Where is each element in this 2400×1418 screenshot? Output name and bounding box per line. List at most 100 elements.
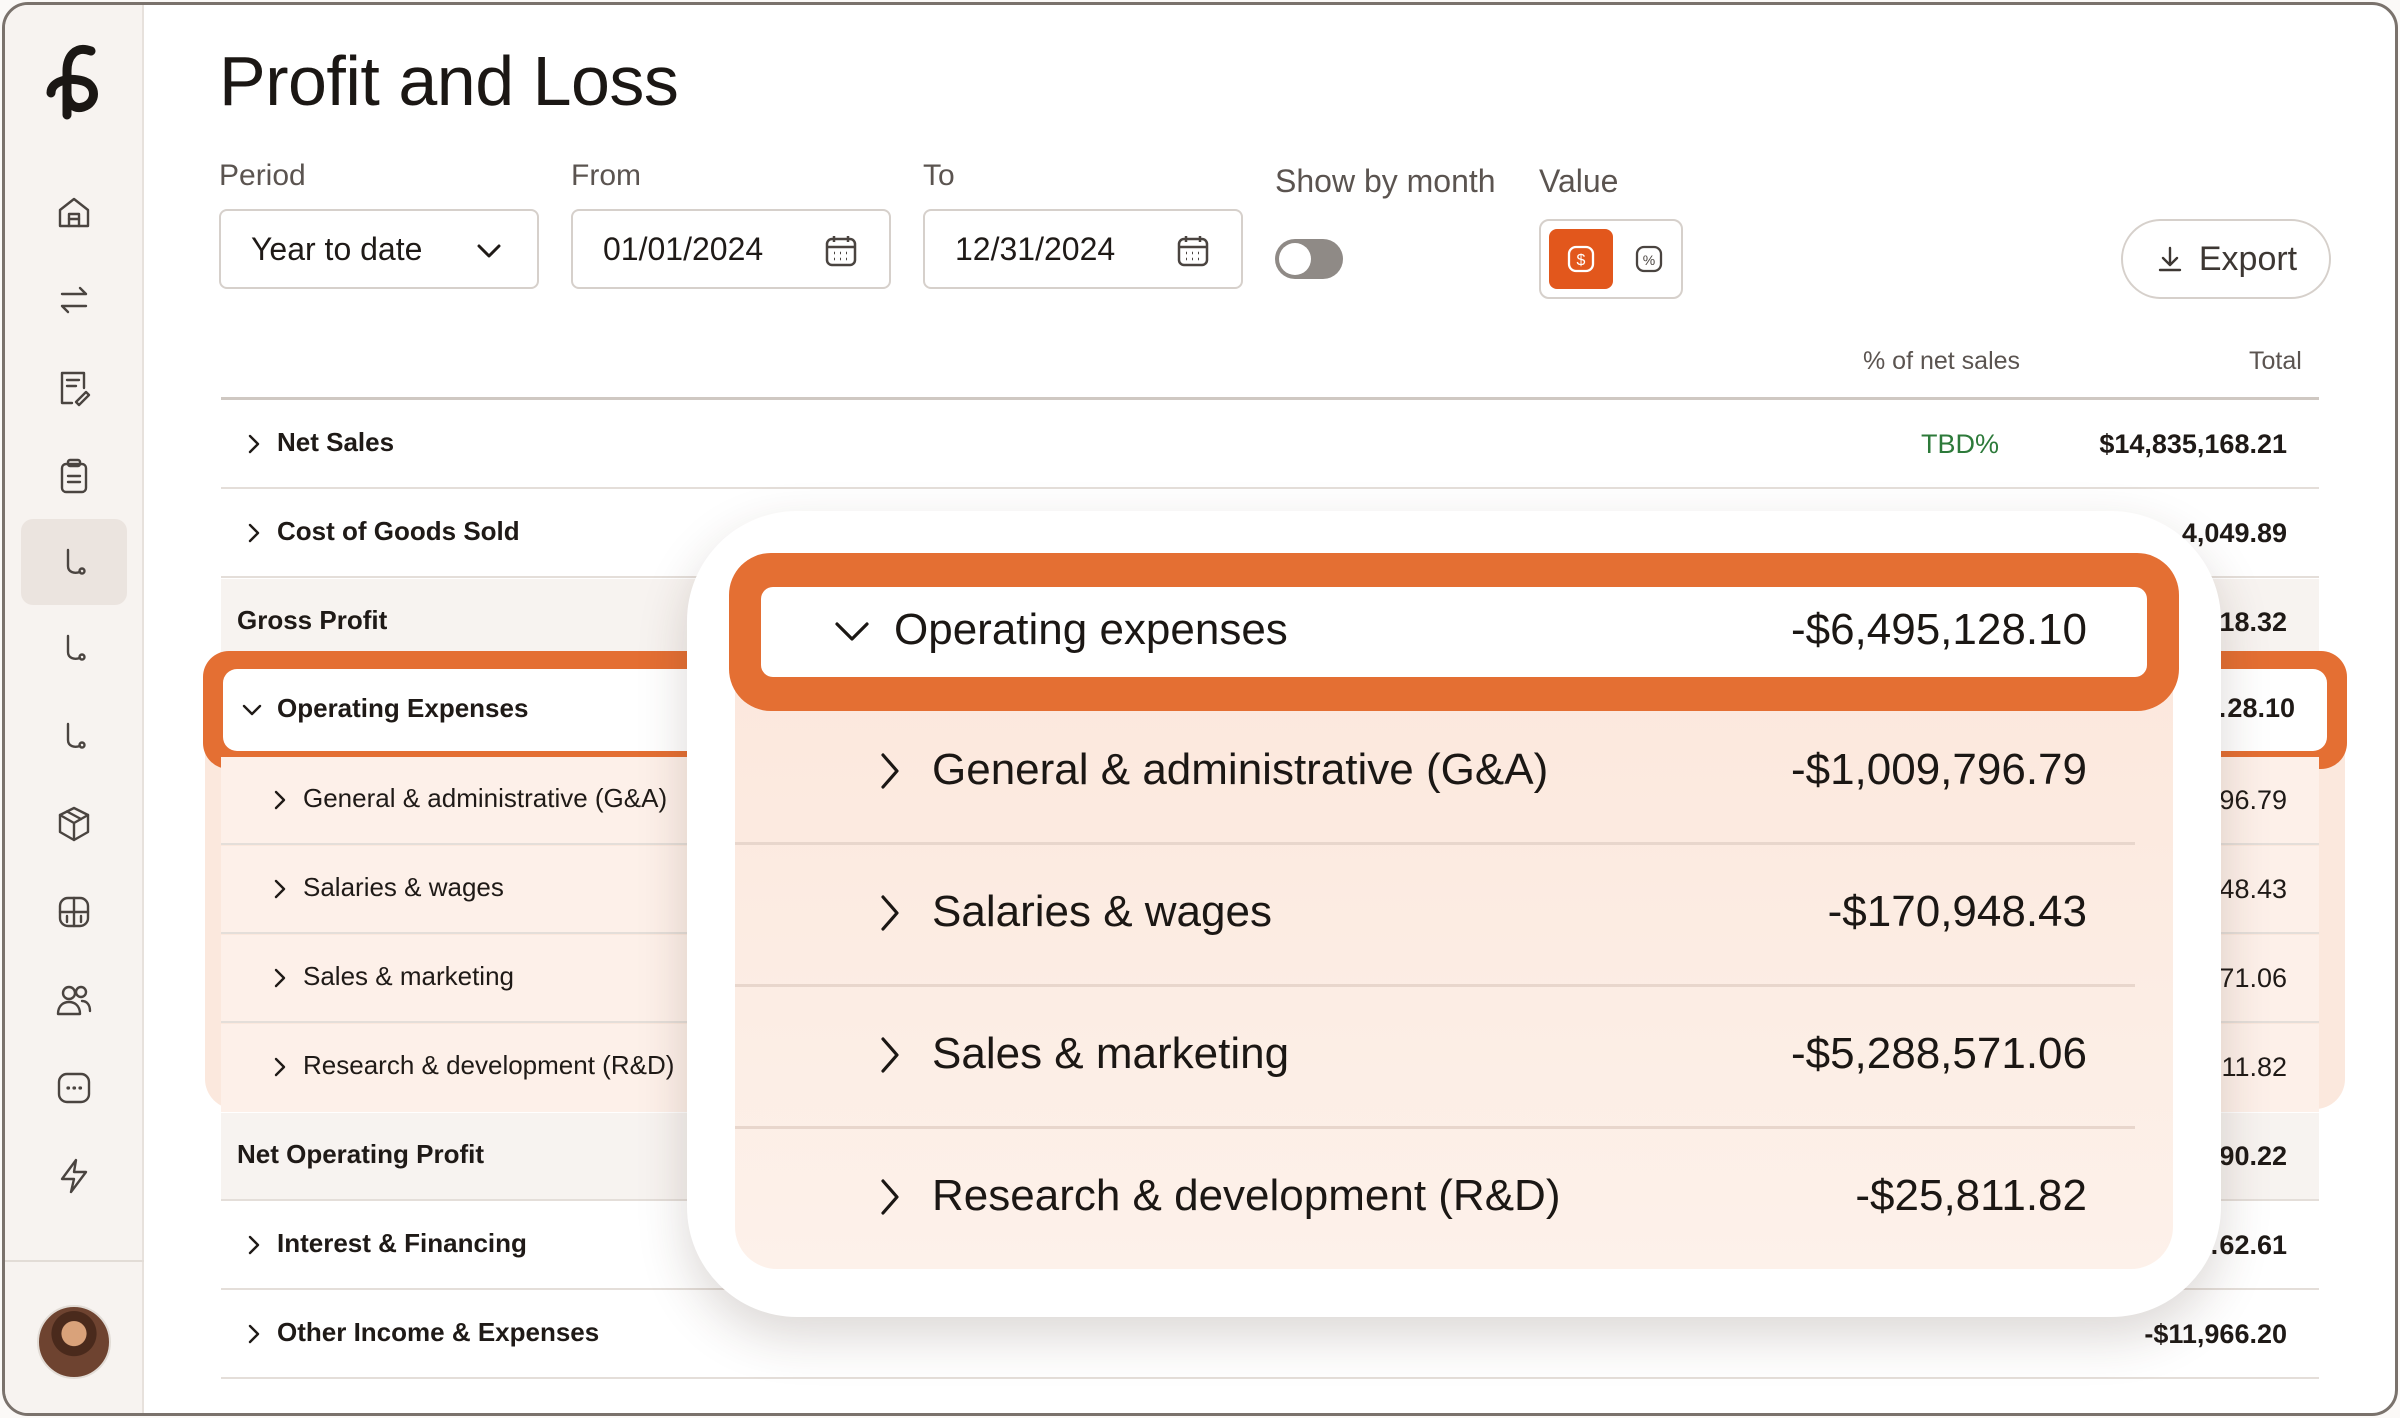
period-select[interactable]: Year to date xyxy=(219,209,539,289)
column-header-pct: % of net sales xyxy=(1863,347,2021,375)
row-label: Cost of Goods Sold xyxy=(277,516,520,546)
period-value: Year to date xyxy=(251,230,423,267)
zoom-row-value: -$5,288,571.06 xyxy=(1790,1029,2087,1078)
value-label: Value xyxy=(1539,163,1619,199)
from-date-value: 01/01/2024 xyxy=(603,230,764,267)
sidebar-item-tasks[interactable] xyxy=(21,433,127,519)
dollar-mode-button[interactable]: $ xyxy=(1549,229,1613,289)
svg-text:$: $ xyxy=(1577,252,1586,269)
chevron-right-icon[interactable] xyxy=(241,520,267,546)
chevron-right-icon[interactable] xyxy=(875,1175,905,1219)
chevron-right-icon[interactable] xyxy=(267,876,293,902)
chat-icon xyxy=(57,1072,91,1104)
row-label: Research & development (R&D) xyxy=(303,1050,675,1080)
show-by-month-label: Show by month xyxy=(1275,163,1496,199)
row-label: General & administrative (G&A) xyxy=(303,783,668,813)
row-label: Net Sales xyxy=(277,427,395,457)
to-date-field[interactable]: 12/31/2024 xyxy=(923,209,1243,289)
logo-icon[interactable] xyxy=(39,41,109,125)
row-pct: TBD% xyxy=(1920,429,1999,459)
chevron-right-icon[interactable] xyxy=(875,891,905,935)
zoom-header-label: Operating expenses xyxy=(894,605,1288,654)
from-label: From xyxy=(571,159,641,192)
sidebar-item-reports-2[interactable] xyxy=(21,605,127,691)
calendar-icon[interactable] xyxy=(1175,233,1211,269)
zoom-row[interactable]: Sales & marketing -$5,288,571.06 xyxy=(735,987,2135,1129)
row-label: Operating Expenses xyxy=(277,693,529,723)
zoom-row[interactable]: Salaries & wages -$170,948.43 xyxy=(735,845,2135,987)
svg-text:%: % xyxy=(1643,252,1655,268)
sidebar-divider xyxy=(5,1260,144,1262)
chevron-right-icon[interactable] xyxy=(241,1232,267,1258)
clipboard-icon xyxy=(60,458,88,494)
row-label: Net Operating Profit xyxy=(237,1139,485,1169)
zoom-row-value: -$1,009,796.79 xyxy=(1790,745,2087,794)
zoom-row[interactable]: General & administrative (G&A) -$1,009,7… xyxy=(735,703,2135,845)
route-icon xyxy=(66,634,86,661)
sidebar-item-inventory[interactable] xyxy=(21,781,127,867)
chevron-right-icon[interactable] xyxy=(241,431,267,457)
download-icon xyxy=(2158,246,2182,272)
row-label: Gross Profit xyxy=(237,605,388,635)
zoom-row-label: Sales & marketing xyxy=(932,1029,1290,1078)
chevron-right-icon[interactable] xyxy=(241,1321,267,1347)
sidebar-item-apps[interactable] xyxy=(21,869,127,955)
chevron-right-icon[interactable] xyxy=(875,1033,905,1077)
sidebar-item-transactions[interactable] xyxy=(21,257,127,343)
table-row[interactable]: Net Sales TBD% $14,835,168.21 xyxy=(221,401,2319,489)
sidebar-item-automations[interactable] xyxy=(21,1133,127,1219)
dollar-icon: $ xyxy=(1567,245,1595,273)
sidebar xyxy=(5,5,144,1413)
row-total: $14,835,168.21 xyxy=(2099,429,2287,459)
chevron-right-icon[interactable] xyxy=(267,1054,293,1080)
chevron-right-icon[interactable] xyxy=(267,787,293,813)
percent-mode-button[interactable]: % xyxy=(1621,229,1677,289)
export-label: Export xyxy=(2198,239,2298,278)
table-row[interactable]: Other Income & Expenses -$11,966.20 xyxy=(221,1291,2319,1379)
chevron-right-icon[interactable] xyxy=(875,749,905,793)
chevron-right-icon[interactable] xyxy=(267,965,293,991)
sidebar-item-reports-active[interactable] xyxy=(21,519,127,605)
sidebar-item-reports-3[interactable] xyxy=(21,693,127,779)
row-label: Salaries & wages xyxy=(303,872,504,902)
zoom-opex-header[interactable]: Operating expenses -$6,495,128.10 xyxy=(761,587,2147,677)
avatar[interactable] xyxy=(37,1305,111,1379)
bolt-icon xyxy=(60,1158,88,1194)
row-label: Sales & marketing xyxy=(303,961,514,991)
column-header-total: Total xyxy=(2249,347,2302,375)
home-icon xyxy=(58,197,90,228)
chevron-down-icon[interactable] xyxy=(239,697,265,723)
box-icon xyxy=(58,806,90,842)
grid-icon xyxy=(58,896,90,928)
percent-icon: % xyxy=(1635,245,1663,273)
invoice-icon xyxy=(60,371,91,407)
to-date-value: 12/31/2024 xyxy=(955,230,1116,267)
route-icon xyxy=(66,722,86,749)
to-label: To xyxy=(923,159,955,192)
zoom-row-value: -$170,948.43 xyxy=(1827,887,2087,936)
sidebar-item-home[interactable] xyxy=(21,169,127,255)
chevron-down-icon[interactable] xyxy=(833,615,871,649)
period-label: Period xyxy=(219,159,306,192)
route-icon xyxy=(66,548,86,575)
show-by-month-toggle[interactable] xyxy=(1275,239,1343,279)
zoom-row-label: General & administrative (G&A) xyxy=(932,745,1549,794)
zoom-header-value: -$6,495,128.10 xyxy=(1790,605,2087,654)
row-label: Other Income & Expenses xyxy=(277,1317,600,1347)
people-icon xyxy=(56,985,92,1016)
zoom-row-label: Salaries & wages xyxy=(932,887,1272,936)
table-header-divider xyxy=(221,397,2319,400)
calendar-icon[interactable] xyxy=(823,233,859,269)
sidebar-item-messages[interactable] xyxy=(21,1045,127,1131)
sidebar-item-invoices[interactable] xyxy=(21,345,127,431)
page-title: Profit and Loss xyxy=(219,42,679,120)
export-button[interactable]: Export xyxy=(2121,219,2331,299)
zoom-row-label: Research & development (R&D) xyxy=(932,1171,1561,1220)
from-date-field[interactable]: 01/01/2024 xyxy=(571,209,891,289)
zoom-row[interactable]: Research & development (R&D) -$25,811.82 xyxy=(735,1129,2135,1271)
row-total: -$11,966.20 xyxy=(2144,1319,2287,1349)
sidebar-item-people[interactable] xyxy=(21,957,127,1043)
zoom-row-value: -$25,811.82 xyxy=(1855,1171,2087,1220)
chevron-down-icon xyxy=(477,244,501,258)
